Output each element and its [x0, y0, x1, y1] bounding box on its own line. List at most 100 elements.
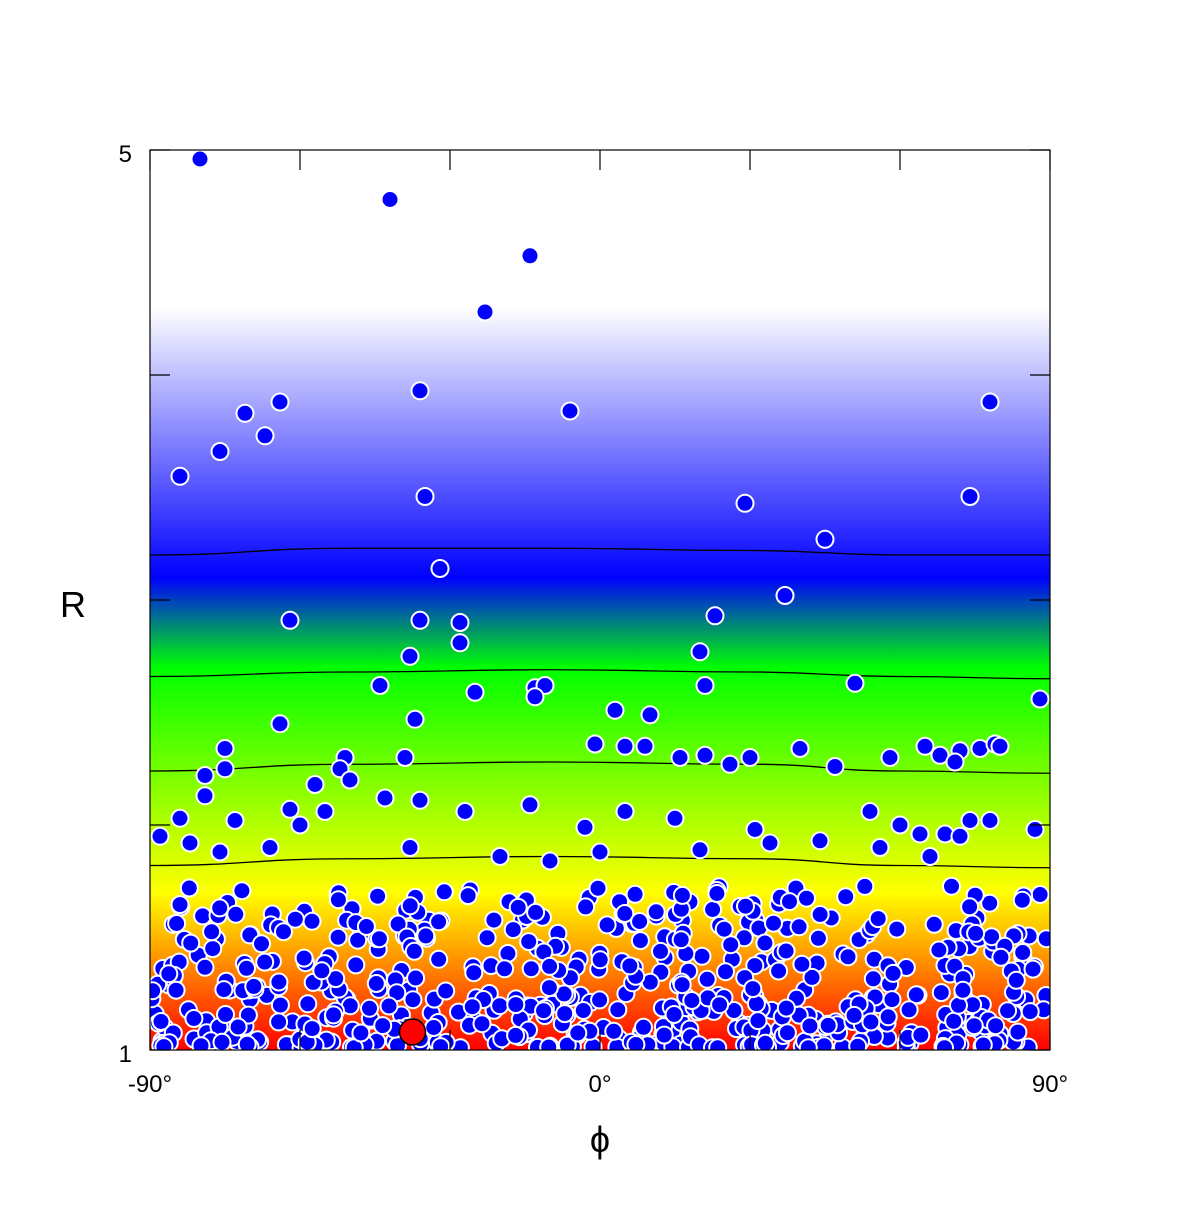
- scatter-point-cluster: [203, 939, 223, 959]
- scatter-point-cluster: [255, 952, 275, 972]
- scatter-point-cluster: [964, 1016, 984, 1036]
- plot-background: [150, 150, 1050, 1050]
- scatter-point-cluster: [351, 1023, 371, 1043]
- scatter-point-32: [1030, 689, 1050, 709]
- scatter-point-93: [760, 833, 780, 853]
- scatter-point-cluster: [620, 956, 640, 976]
- scatter-point-cluster: [269, 972, 289, 992]
- scatter-point-cluster: [212, 1032, 232, 1050]
- scatter-point-cluster: [855, 876, 875, 896]
- scatter-point-12: [415, 487, 435, 506]
- scatter-point-1: [380, 190, 400, 209]
- scatter-point-4: [410, 381, 430, 401]
- scatter-point-cluster: [755, 933, 775, 953]
- scatter-point-88: [400, 838, 420, 857]
- scatter-point-cluster: [269, 1012, 289, 1032]
- scatter-point-cluster: [346, 955, 366, 975]
- scatter-point-78: [910, 824, 930, 844]
- scatter-point-0: [190, 150, 210, 169]
- scatter-point-13: [735, 493, 755, 513]
- scatter-point-cluster: [671, 930, 691, 950]
- scatter-point-24: [400, 646, 420, 666]
- scatter-point-cluster: [526, 902, 546, 922]
- scatter-point-cluster: [228, 1017, 248, 1037]
- scatter-point-62: [410, 790, 430, 810]
- scatter-point-cluster: [400, 896, 420, 916]
- scatter-point-cluster: [1020, 1002, 1040, 1022]
- scatter-point-cluster: [703, 900, 723, 919]
- scatter-point-80: [950, 826, 970, 846]
- scatter-point-cluster: [883, 963, 903, 983]
- scatter-point-41: [790, 739, 810, 758]
- scatter-point-cluster: [521, 959, 541, 979]
- scatter-point-57: [215, 759, 235, 779]
- scatter-point-cluster: [429, 912, 449, 932]
- scatter-point-67: [170, 808, 190, 828]
- scatter-point-cluster: [238, 1005, 258, 1025]
- scatter-point-cluster: [490, 996, 510, 1016]
- scatter-point-cluster: [506, 1025, 526, 1045]
- scatter-point-cluster: [404, 941, 424, 961]
- scatter-point-cluster: [714, 919, 734, 939]
- scatter-point-81: [960, 811, 980, 830]
- scatter-point-cluster: [216, 1005, 235, 1024]
- scatter-point-cluster: [798, 1038, 818, 1050]
- scatter-point-74: [665, 808, 685, 828]
- scatter-point-cluster: [597, 915, 617, 935]
- scatter-point-cluster: [792, 954, 812, 974]
- scatter-point-cluster: [882, 990, 902, 1010]
- scatter-point-cluster: [503, 920, 523, 940]
- scatter-point-cluster: [458, 886, 478, 906]
- scatter-point-cluster: [464, 963, 484, 983]
- scatter-point-87: [260, 838, 280, 857]
- scatter-point-95: [870, 838, 890, 857]
- scatter-point-61: [340, 770, 360, 790]
- points-layer: [150, 150, 1050, 1050]
- scatter-point-50: [915, 736, 935, 756]
- scatter-point-cluster: [388, 914, 408, 934]
- scatter-point-cluster: [953, 980, 973, 1000]
- scatter-point-cluster: [646, 902, 666, 922]
- scatter-point-cluster: [202, 922, 222, 942]
- scatter-point-cluster: [776, 998, 796, 1018]
- scatter-point-cluster: [654, 1025, 674, 1045]
- scatter-point-cluster: [540, 956, 560, 976]
- scatter-point-cluster: [573, 1001, 593, 1020]
- scatter-point-43: [395, 748, 415, 767]
- scatter-point-2: [520, 246, 540, 266]
- scatter-point-38: [585, 734, 605, 754]
- scatter-point-27: [525, 687, 545, 707]
- scatter-point-cluster: [237, 958, 256, 978]
- scatter-point-cluster: [184, 1009, 204, 1028]
- scatter-point-cluster: [848, 1036, 868, 1050]
- scatter-point-cluster: [924, 914, 944, 934]
- scatter-point-cluster: [583, 1037, 603, 1050]
- scatter-point-cluster: [863, 969, 883, 989]
- x-tick-label-center: 0°: [589, 1071, 612, 1098]
- scatter-point-cluster: [568, 1023, 588, 1043]
- scatter-point-cluster: [944, 1011, 964, 1031]
- scatter-point-23: [690, 642, 710, 662]
- x-tick-label-right: 90°: [1032, 1071, 1068, 1098]
- scatter-point-cluster: [274, 922, 293, 942]
- scatter-point-cluster: [755, 1033, 775, 1050]
- scatter-point-cluster: [929, 940, 949, 960]
- scatter-point-92: [690, 840, 710, 860]
- scatter-point-85: [180, 833, 200, 853]
- scatter-point-75: [745, 820, 765, 839]
- scatter-point-8: [235, 403, 255, 423]
- scatter-point-9: [255, 426, 275, 446]
- scatter-point-cluster: [899, 1000, 919, 1020]
- scatter-point-73: [575, 817, 595, 837]
- scatter-point-39: [615, 736, 635, 756]
- scatter-point-cluster: [298, 994, 318, 1014]
- scatter-point-33: [605, 700, 625, 720]
- scatter-point-cluster: [472, 1014, 492, 1034]
- scatter-point-cluster: [555, 1004, 575, 1024]
- scatter-point-cluster: [434, 882, 454, 902]
- scatter-point-cluster: [769, 961, 789, 981]
- contour-line-1: [150, 761, 1050, 774]
- scatter-point-cluster: [360, 998, 379, 1018]
- scatter-point-31: [845, 673, 865, 693]
